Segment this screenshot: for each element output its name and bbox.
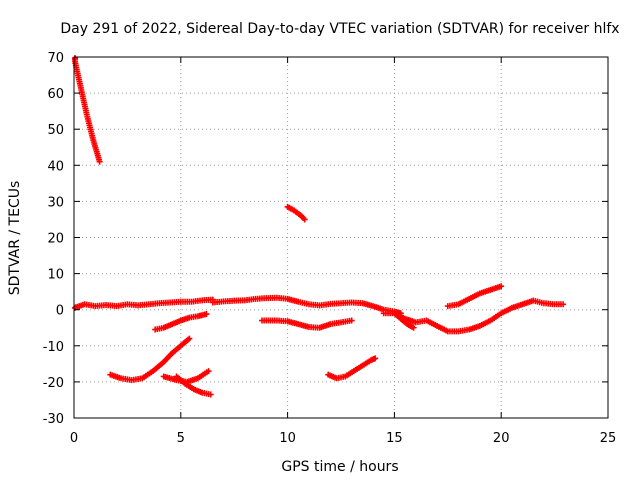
y-tick-label: 30 [47,195,64,210]
points-layer [72,55,567,398]
series-arc-9 [258,317,355,331]
x-tick-label: 0 [70,431,78,446]
y-tick-label: -30 [43,412,64,427]
series-arc-1 [72,55,103,165]
series-arc-5 [380,297,567,335]
series-arc-6 [391,310,417,331]
y-tick-label: 50 [47,123,64,138]
series-arc-2 [284,203,308,223]
x-axis-label: GPS time / hours [281,459,398,475]
y-tick-label: 70 [47,51,64,66]
data-point [205,368,212,375]
y-tick-label: 40 [47,159,64,174]
series-arc-3 [72,296,216,311]
data-point [207,391,214,398]
y-tick-label: 0 [56,304,64,319]
data-point [96,158,103,165]
ticks-layer: 0 5 10 15 20 25 -30 -20 -10 0 10 20 30 40 50 60 70 [43,51,617,446]
series-arc-10 [107,335,193,384]
data-point [203,311,210,318]
data-point [348,317,355,324]
x-tick-label: 5 [177,431,185,446]
data-point [498,283,505,290]
grid-layer [74,57,608,418]
x-tick-label: 20 [493,431,510,446]
data-point [301,216,308,223]
y-axis-label: SDTVAR / TECUs [7,181,23,296]
series-arc-8 [152,311,210,333]
data-point [560,301,567,308]
series-arc-4 [209,294,404,317]
series-arc-7 [444,283,505,310]
x-tick-label: 25 [600,431,617,446]
series-arc-12 [173,373,214,398]
y-tick-label: 20 [47,232,64,247]
chart-title: Day 291 of 2022, Sidereal Day-to-day VTE… [60,21,619,37]
y-tick-label: 10 [47,268,64,283]
data-point [372,355,379,362]
data-point [186,335,193,342]
data-point [410,324,417,331]
x-tick-label: 15 [386,431,403,446]
y-tick-label: 60 [47,87,64,102]
y-tick-label: -10 [43,340,64,355]
x-tick-label: 10 [279,431,296,446]
y-tick-label: -20 [43,376,64,391]
series-arc-13 [325,355,379,382]
